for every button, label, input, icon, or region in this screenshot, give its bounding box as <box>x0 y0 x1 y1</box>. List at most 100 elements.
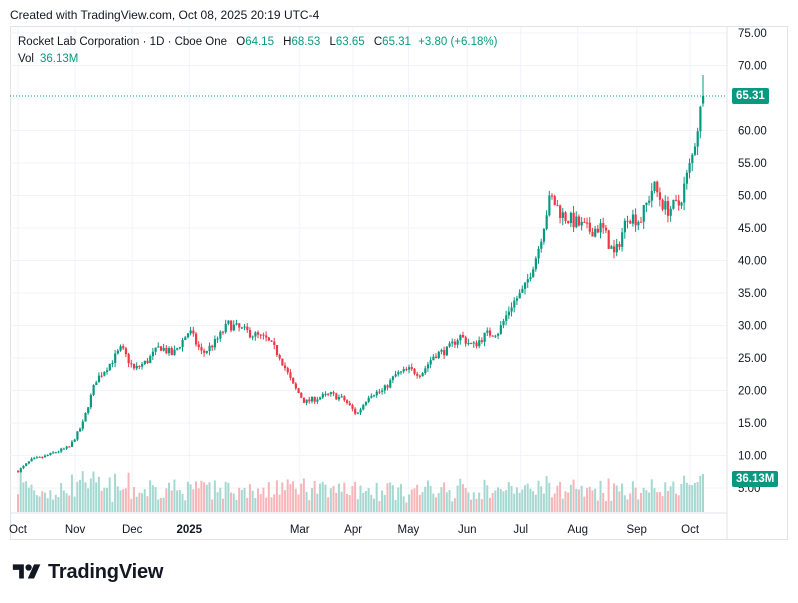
volume-bar <box>480 499 483 512</box>
candle-body <box>84 413 87 422</box>
volume-bar <box>300 483 303 512</box>
candle-body <box>613 246 616 253</box>
volume-bar <box>672 481 675 512</box>
volume-bar <box>132 487 135 512</box>
candle-body <box>251 336 254 338</box>
candle-body <box>27 461 30 464</box>
volume-bar <box>534 494 537 512</box>
candle-body <box>391 376 395 381</box>
candles <box>17 75 705 473</box>
tradingview-logo[interactable]: TradingView <box>12 561 163 584</box>
candle-body <box>623 220 626 233</box>
volume-bar <box>162 497 165 512</box>
candle-body <box>461 334 465 338</box>
candle-body <box>81 421 84 429</box>
volume-bar <box>138 492 141 512</box>
volume-bar <box>529 488 532 512</box>
candle-body <box>289 372 292 378</box>
volume-bar <box>389 482 392 512</box>
volume-bar <box>693 482 696 512</box>
volume-bar <box>623 495 626 512</box>
volume-bar <box>216 492 219 512</box>
candle-body <box>321 394 324 398</box>
candle-body <box>561 212 564 218</box>
candle-body <box>68 446 71 448</box>
volume-bar <box>84 482 87 512</box>
candle-body <box>281 358 284 366</box>
high-label: H <box>283 36 292 48</box>
candle-body <box>443 350 446 356</box>
volume-bar <box>588 486 591 512</box>
time-tick-label: Oct <box>9 524 28 536</box>
change-value: +3.80 (+6.18%) <box>418 36 498 48</box>
candle-body <box>186 333 190 338</box>
volume-bar <box>405 502 408 512</box>
volume-bar <box>168 482 171 512</box>
volume-bar <box>426 480 429 512</box>
volume-bar <box>613 483 616 512</box>
volume-bar <box>631 481 634 512</box>
candle-body <box>313 396 316 402</box>
symbol-name[interactable]: Rocket Lab Corporation · 1D · Cboe One <box>18 36 228 48</box>
candle-body <box>383 385 386 391</box>
candle-body <box>62 448 66 450</box>
candle-body <box>351 405 354 409</box>
candle-body <box>451 341 454 344</box>
candle-body <box>572 212 575 228</box>
candle-body <box>54 452 57 454</box>
candle-body <box>259 334 262 336</box>
volume-bar <box>337 483 340 512</box>
volume-bar <box>553 493 556 512</box>
candle-body <box>410 367 413 369</box>
candle-body <box>192 330 195 334</box>
candle-body <box>553 196 556 206</box>
candle-body <box>448 343 451 347</box>
volume-bar <box>637 499 640 512</box>
candle-body <box>693 146 697 155</box>
candle-body <box>89 394 93 408</box>
candle-body <box>310 396 314 402</box>
candle-body <box>631 214 635 224</box>
candle-body <box>594 228 597 237</box>
volume-bar <box>467 492 470 512</box>
candle-body <box>408 367 411 370</box>
volume-bar <box>615 485 618 512</box>
high-value: 68.53 <box>291 36 321 48</box>
volume-bar <box>257 488 260 512</box>
candle-body <box>542 228 546 242</box>
time-tick-label: Nov <box>65 524 86 536</box>
candle-body <box>586 222 589 224</box>
volume-bar <box>372 498 375 512</box>
time-axis[interactable]: Oct Nov Dec 2025 Mar Apr May Jun Jul Aug Sep Oct <box>9 512 727 536</box>
candle-body <box>685 172 689 184</box>
candle-body <box>79 428 82 432</box>
volume-bar <box>200 480 203 512</box>
candle-body <box>591 231 594 237</box>
time-tick-label: Aug <box>568 524 588 536</box>
volume-bar <box>483 479 486 512</box>
volume-bar <box>639 492 642 512</box>
volume-bar <box>332 485 335 512</box>
volume-bar <box>221 498 224 512</box>
chart-frame <box>10 26 788 540</box>
volume-bar <box>159 497 162 512</box>
volume-bar <box>675 493 678 512</box>
candle-body <box>302 397 306 403</box>
candle-body <box>432 356 435 361</box>
volume-bar <box>499 489 502 512</box>
candle-body <box>41 456 44 458</box>
volume-bar <box>594 488 597 512</box>
candle-body <box>294 383 297 389</box>
candle-body <box>675 199 678 201</box>
volume-bar <box>27 487 30 512</box>
candle-body <box>178 347 182 349</box>
volume-bar <box>73 496 76 512</box>
volume-bar <box>542 493 545 512</box>
volume-bar <box>278 494 281 512</box>
volume-bar <box>92 471 95 512</box>
candle-body <box>478 340 481 347</box>
volume-bar <box>219 487 222 512</box>
volume-bar <box>418 494 421 512</box>
volume-bar <box>35 495 38 512</box>
